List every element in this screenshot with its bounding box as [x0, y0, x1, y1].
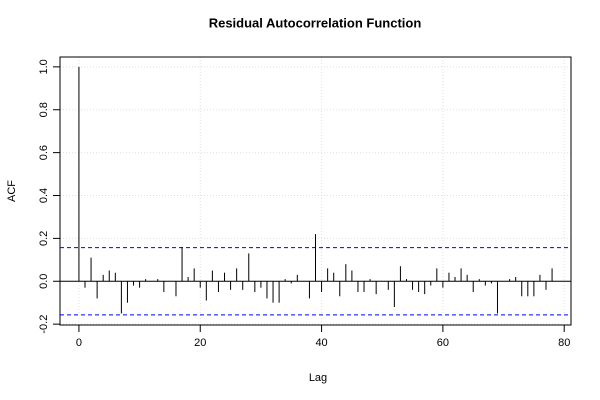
x-tick-label: 80 — [558, 337, 570, 349]
y-tick-label: 0.0 — [38, 274, 50, 289]
y-tick-label: 0.2 — [38, 231, 50, 246]
y-tick-label: 0.4 — [38, 188, 50, 203]
y-tick-label: 0.6 — [38, 145, 50, 160]
x-tick-label: 40 — [315, 337, 327, 349]
x-tick-label: 20 — [194, 337, 206, 349]
plot-frame — [59, 56, 572, 326]
x-tick-label: 0 — [76, 337, 82, 349]
x-axis-label: Lag — [309, 372, 327, 384]
chart-title: Residual Autocorrelation Function — [209, 15, 422, 30]
y-axis-label: ACF — [6, 180, 18, 202]
y-tick-label: 0.8 — [38, 102, 50, 117]
y-tick-label: 1.0 — [38, 59, 50, 74]
x-tick-label: 60 — [437, 337, 449, 349]
y-tick-label: -0.2 — [38, 315, 50, 334]
